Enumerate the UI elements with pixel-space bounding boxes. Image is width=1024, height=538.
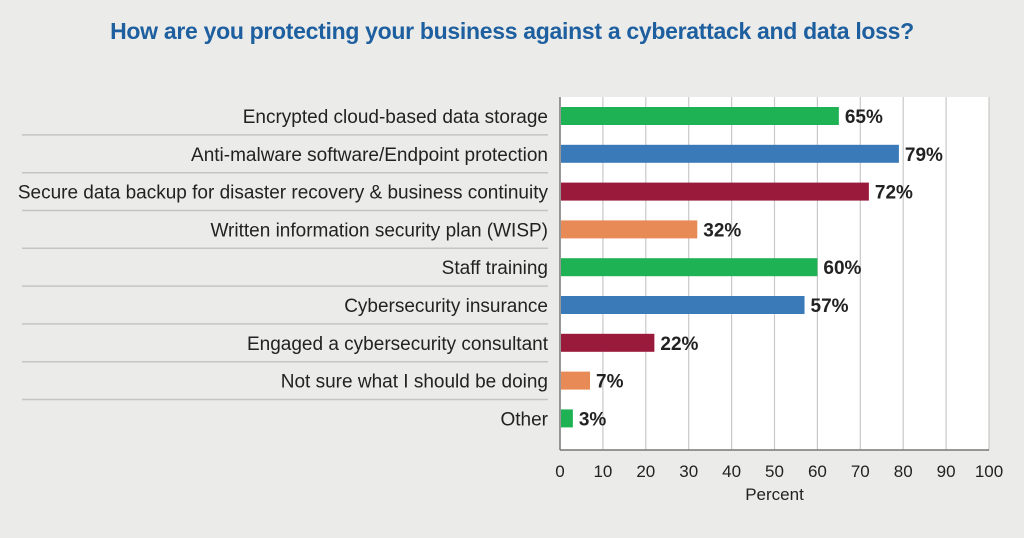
- bar: [561, 333, 655, 352]
- x-tick-label: 90: [937, 462, 956, 481]
- category-label: Written information security plan (WISP): [210, 220, 548, 241]
- category-label: Engaged a cybersecurity consultant: [247, 334, 549, 355]
- category-label: Staff training: [442, 258, 548, 279]
- category-label: Secure data backup for disaster recovery…: [18, 183, 549, 204]
- category-label: Not sure what I should be doing: [281, 372, 548, 393]
- bar: [561, 371, 591, 390]
- data-label: 57%: [811, 296, 849, 317]
- data-label: 72%: [875, 183, 913, 204]
- x-tick-label: 10: [593, 462, 612, 481]
- bar: [561, 409, 573, 428]
- x-tick-label: 40: [722, 462, 741, 481]
- category-label: Anti-malware software/Endpoint protectio…: [191, 145, 548, 166]
- x-tick-label: 30: [679, 462, 698, 481]
- x-tick-label: 20: [636, 462, 655, 481]
- category-label: Encrypted cloud-based data storage: [243, 107, 548, 128]
- x-tick-label: 70: [851, 462, 870, 481]
- data-label: 32%: [703, 220, 741, 241]
- x-tick-label: 100: [975, 462, 1003, 481]
- x-tick-label: 60: [808, 462, 827, 481]
- data-label: 79%: [905, 145, 943, 166]
- bar: [561, 220, 698, 239]
- bar: [561, 182, 869, 201]
- bar: [561, 258, 818, 277]
- bar: [561, 296, 805, 314]
- x-tick-label: 0: [555, 462, 564, 481]
- data-label: 65%: [845, 107, 883, 128]
- bar: [561, 144, 899, 163]
- x-tick-label: 80: [894, 462, 913, 481]
- bar: [561, 107, 839, 125]
- x-axis-label: Percent: [745, 485, 804, 504]
- category-label: Other: [500, 409, 548, 430]
- data-label: 22%: [660, 334, 698, 355]
- category-label: Cybersecurity insurance: [344, 296, 548, 317]
- chart-title: How are you protecting your business aga…: [110, 18, 914, 44]
- data-label: 60%: [823, 258, 861, 279]
- data-label: 3%: [579, 409, 607, 430]
- x-tick-label: 50: [765, 462, 784, 481]
- data-label: 7%: [596, 372, 624, 393]
